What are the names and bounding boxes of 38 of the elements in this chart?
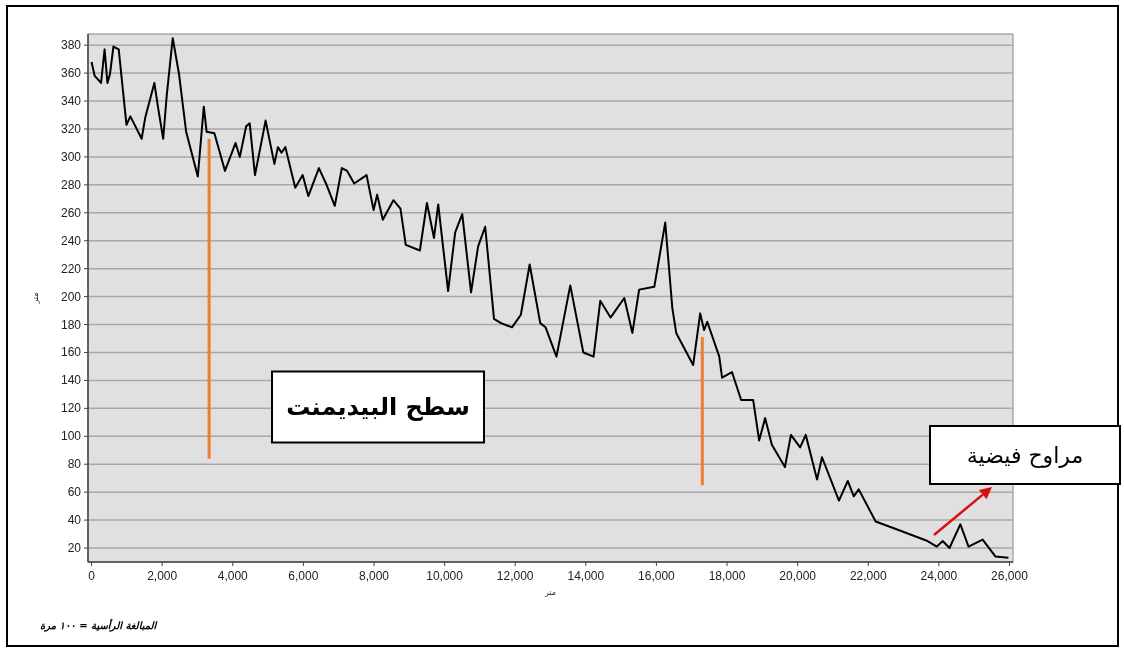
x-axis-title: متر [543,588,557,597]
y-tick-label: 360 [60,66,82,81]
annotation: سطح البيديمنت [286,393,470,422]
y-tick-label: 380 [60,38,82,53]
y-tick-label: 220 [60,261,82,276]
y-tick-label: 200 [60,289,82,304]
y-tick-label: 160 [60,345,82,360]
x-tick-label: 14,000 [567,569,605,583]
x-tick-label: 0 [88,569,96,583]
annotation: مراوح فيضية [966,442,1084,468]
x-tick-label: 16,000 [638,569,676,583]
y-tick-label: 300 [60,149,82,164]
y-tick-label: 60 [67,485,82,500]
x-tick-label: 2,000 [147,569,178,583]
y-tick-label: 20 [67,541,82,556]
x-tick-label: 22,000 [849,569,887,583]
y-tick-label: 260 [60,205,82,220]
y-axis-title: متر [31,292,40,305]
y-tick-label: 240 [60,233,82,248]
x-tick-label: 12,000 [496,569,534,583]
y-tick-label: 320 [60,121,82,136]
x-tick-label: 26,000 [991,569,1029,583]
y-tick-label: 40 [67,513,82,528]
x-tick-label: 24,000 [920,569,958,583]
y-tick-label: 120 [60,401,82,416]
x-tick-label: 8,000 [358,569,390,583]
x-tick-label: 20,000 [779,569,817,583]
x-tick-label: 4,000 [217,569,249,583]
y-tick-label: 100 [60,429,82,444]
x-tick-label: 10,000 [426,569,464,583]
y-tick-label: 280 [60,177,82,192]
x-tick-label: 6,000 [288,569,319,583]
y-tick-label: 80 [67,457,82,472]
y-tick-label: 180 [60,317,82,332]
x-tick-label: 18,000 [708,569,746,583]
y-tick-label: 340 [60,94,82,109]
y-tick-label: 140 [60,373,82,388]
text: المبالغة الرأسية = ١٠٠ مرة [40,618,159,632]
